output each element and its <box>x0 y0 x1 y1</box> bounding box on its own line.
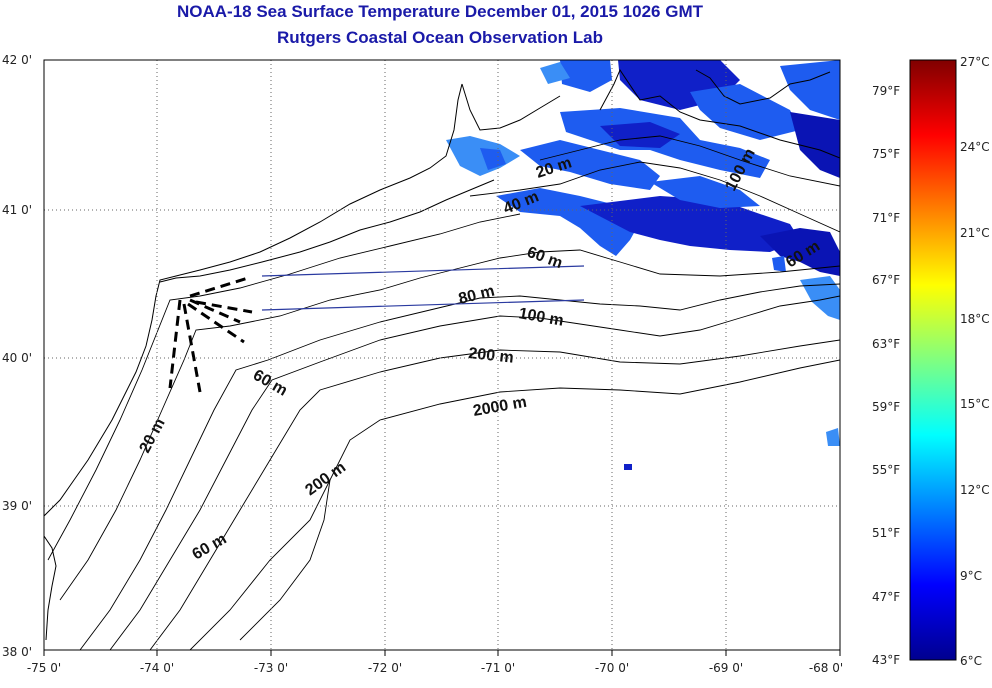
map-title: NOAA-18 Sea Surface Temperature December… <box>177 2 703 21</box>
bathymetry-contours <box>47 135 840 650</box>
colorbar: 79°F 75°F 71°F 67°F 63°F 59°F 55°F 51°F … <box>872 55 990 668</box>
f-label-71: 71°F <box>872 211 900 225</box>
c-label-21: 21°C <box>960 226 990 240</box>
lon-label-68: -68 0' <box>809 661 843 675</box>
sst-data-patches <box>446 60 840 470</box>
lon-label-70: -70 0' <box>595 661 629 675</box>
f-label-79: 79°F <box>872 84 900 98</box>
f-label-59: 59°F <box>872 400 900 414</box>
c-label-9: 9°C <box>960 569 982 583</box>
f-label-51: 51°F <box>872 526 900 540</box>
map-subtitle: Rutgers Coastal Ocean Observation Lab <box>277 28 603 47</box>
f-label-67: 67°F <box>872 273 900 287</box>
c-label-27: 27°C <box>960 55 990 69</box>
contour-label-200m: 200 m <box>468 345 515 367</box>
c-label-6: 6°C <box>960 654 982 668</box>
lon-label-74: -74 0' <box>140 661 174 675</box>
transect-lines <box>261 265 585 311</box>
lon-axis: -75 0' -74 0' -73 0' -72 0' -71 0' -70 0… <box>27 650 843 675</box>
lon-label-69: -69 0' <box>709 661 743 675</box>
plot-frame <box>43 59 841 651</box>
lon-label-73: -73 0' <box>254 661 288 675</box>
f-label-75: 75°F <box>872 147 900 161</box>
colorbar-fahrenheit-labels: 79°F 75°F 71°F 67°F 63°F 59°F 55°F 51°F … <box>872 84 900 667</box>
lat-label-41: 41 0' <box>2 203 32 217</box>
f-label-47: 47°F <box>872 590 900 604</box>
lon-label-71: -71 0' <box>481 661 515 675</box>
graticule <box>44 60 840 650</box>
c-label-15: 15°C <box>960 397 990 411</box>
lon-label-75: -75 0' <box>27 661 61 675</box>
colorbar-celsius-labels: 27°C 24°C 21°C 18°C 15°C 12°C 9°C 6°C <box>960 55 990 668</box>
colorbar-gradient <box>909 59 957 661</box>
coastline <box>44 68 840 641</box>
f-label-63: 63°F <box>872 337 900 351</box>
lon-label-72: -72 0' <box>368 661 402 675</box>
lat-label-40: 40 0' <box>2 351 32 365</box>
lat-label-39: 39 0' <box>2 499 32 513</box>
c-label-18: 18°C <box>960 312 990 326</box>
c-label-24: 24°C <box>960 140 990 154</box>
f-label-43: 43°F <box>872 653 900 667</box>
lat-axis: 42 0' 41 0' 40 0' 39 0' 38 0' <box>2 53 32 659</box>
lat-label-38: 38 0' <box>2 645 32 659</box>
lat-label-42: 42 0' <box>2 53 32 67</box>
c-label-12: 12°C <box>960 483 990 497</box>
dashed-sampling-lines <box>168 276 253 393</box>
f-label-55: 55°F <box>872 463 900 477</box>
